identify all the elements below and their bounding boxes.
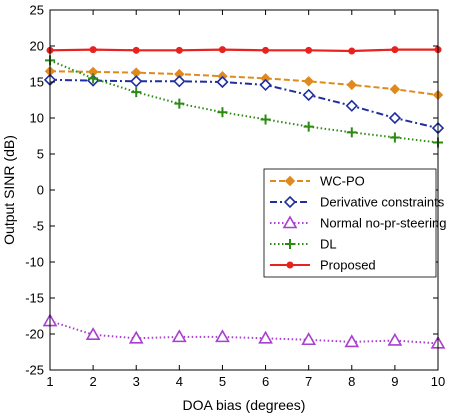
x-tick-label: 2	[89, 374, 96, 389]
x-tick-label: 10	[431, 374, 445, 389]
y-tick-label: 0	[37, 183, 44, 198]
x-tick-label: 3	[133, 374, 140, 389]
x-tick-label: 6	[262, 374, 269, 389]
data-point	[174, 98, 185, 109]
legend: WC-PO Derivative constraints Normal no-pr-…	[263, 168, 446, 278]
data-point	[130, 75, 143, 88]
legend-item: WC-PO	[270, 174, 365, 189]
data-point	[215, 329, 230, 343]
y-tick-label: 20	[30, 39, 44, 54]
legend-marker	[284, 175, 296, 187]
legend-item: Derivative constraints	[270, 195, 445, 210]
data-point	[85, 327, 101, 341]
x-axis-label: DOA bias (degrees)	[183, 397, 306, 413]
x-tick-label: 7	[305, 374, 312, 389]
data-point	[128, 330, 144, 344]
y-tick-label: 10	[30, 111, 44, 126]
data-point	[171, 329, 187, 343]
data-point	[303, 121, 314, 132]
legend-marker	[282, 215, 298, 229]
data-point	[302, 88, 315, 102]
legend-item: DL	[270, 237, 337, 252]
ticks-layer: 1 2 3 4 5 6 7 8 9 10 -25 -20 -15 -10 -5 0 5 10 15 20 25	[25, 3, 445, 390]
y-tick-label: 15	[30, 75, 44, 90]
x-tick-label: 1	[46, 374, 53, 389]
series-line	[49, 320, 439, 345]
y-axis-label: Output SINR (dB)	[1, 135, 17, 245]
legend-item: Normal no-pr-steering	[270, 215, 446, 231]
data-point	[259, 78, 272, 92]
legend-item: Proposed	[270, 258, 376, 273]
data-point	[258, 330, 273, 344]
data-point	[348, 47, 356, 55]
data-point	[89, 46, 97, 54]
data-point	[389, 83, 401, 95]
data-point	[345, 99, 358, 112]
legend-marker	[286, 261, 294, 269]
data-point	[216, 75, 229, 89]
legend-marker	[283, 195, 297, 209]
data-point	[346, 79, 357, 91]
data-point	[218, 46, 226, 54]
legend-label: WC-PO	[320, 174, 365, 189]
data-point	[175, 46, 183, 54]
data-point	[217, 107, 228, 118]
x-tick-label: 4	[176, 374, 183, 389]
legend-label: Normal no-pr-steering	[320, 216, 446, 231]
legend-marker	[285, 239, 295, 249]
data-point	[301, 332, 317, 346]
legend-label: Proposed	[320, 258, 376, 273]
data-point	[305, 46, 313, 54]
data-point	[173, 75, 186, 88]
data-point	[389, 132, 400, 143]
series-proposed	[46, 46, 442, 55]
data-point	[387, 332, 403, 346]
data-point	[388, 111, 402, 125]
data-point	[131, 87, 142, 98]
data-point	[391, 46, 399, 54]
data-point	[346, 127, 357, 138]
y-tick-label: 5	[37, 147, 44, 162]
legend-label: DL	[320, 237, 337, 252]
y-tick-label: 25	[30, 3, 44, 18]
x-tick-label: 9	[391, 374, 398, 389]
y-tick-label: -5	[32, 219, 44, 234]
data-point	[260, 114, 271, 125]
y-tick-label: -25	[25, 363, 44, 378]
y-tick-label: -15	[25, 291, 44, 306]
y-tick-label: -20	[25, 327, 44, 342]
data-point	[88, 73, 99, 84]
series-line	[49, 78, 439, 130]
data-point	[262, 46, 270, 54]
data-point	[344, 334, 360, 348]
series-line	[49, 70, 439, 96]
legend-label: Derivative constraints	[320, 195, 445, 210]
series-line	[49, 59, 439, 144]
data-point	[132, 46, 140, 54]
series-layer	[42, 46, 446, 349]
x-tick-label: 8	[348, 374, 355, 389]
x-tick-label: 5	[219, 374, 226, 389]
data-point	[303, 76, 314, 87]
y-tick-label: -10	[25, 255, 44, 270]
series-line	[49, 48, 438, 53]
